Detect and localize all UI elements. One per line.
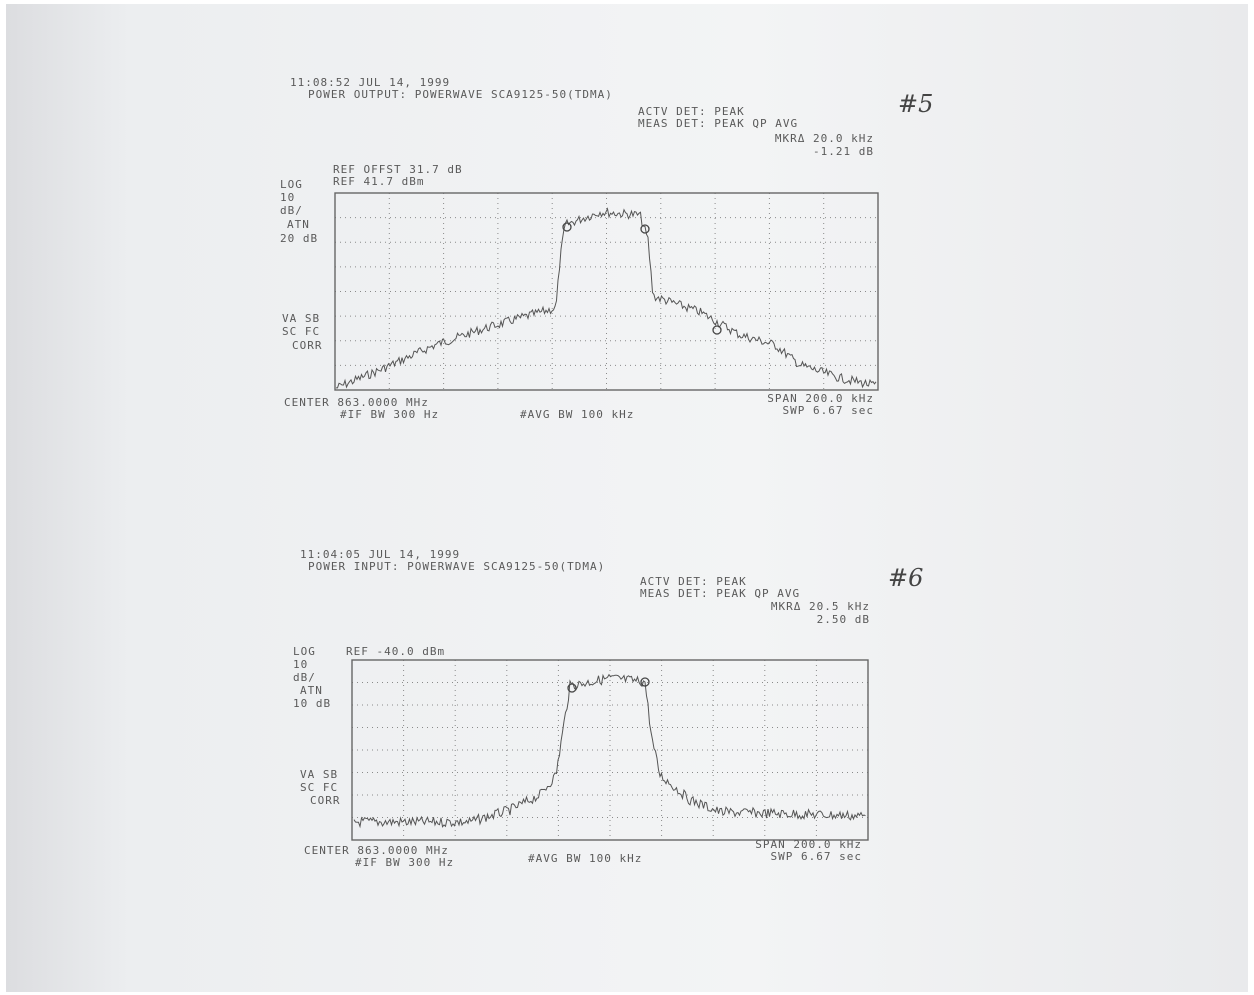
paper	[6, 4, 1248, 992]
ref-level: REF -40.0 dBm	[346, 645, 445, 658]
corr-label: VA SB	[300, 768, 338, 781]
if-bw: #IF BW 300 Hz	[340, 408, 439, 421]
scale-label: LOG	[280, 178, 303, 191]
ref-level: REF 41.7 dBm	[333, 175, 424, 188]
corr-label: SC FC	[282, 325, 320, 338]
note: #5	[898, 90, 933, 118]
scale-label: dB/	[280, 204, 303, 217]
marker-delta: MKRΔ 20.0 kHz	[775, 132, 874, 145]
scale-label: ATN	[287, 218, 310, 231]
scale-label: 10	[293, 658, 308, 671]
scale-label: dB/	[293, 671, 316, 684]
page: 11:08:52 JUL 14, 1999 POWER OUTPUT: POWE…	[0, 0, 1254, 995]
plot-title: POWER INPUT: POWERWAVE SCA9125-50(TDMA)	[308, 560, 605, 573]
meas-det: MEAS DET: PEAK QP AVG	[638, 117, 798, 130]
marker-level: 2.50 dB	[817, 613, 870, 626]
corr-label: SC FC	[300, 781, 338, 794]
meas-det: MEAS DET: PEAK QP AVG	[640, 587, 800, 600]
note: #6	[888, 564, 923, 592]
if-bw: #IF BW 300 Hz	[355, 856, 454, 869]
marker-level: -1.21 dB	[813, 145, 874, 158]
marker-delta: MKRΔ 20.5 kHz	[771, 600, 870, 613]
corr-label: CORR	[310, 794, 341, 807]
scale-label: 10 dB	[293, 697, 331, 710]
scale-label: 10	[280, 191, 295, 204]
plot-title: POWER OUTPUT: POWERWAVE SCA9125-50(TDMA)	[308, 88, 613, 101]
scale-label: 20 dB	[280, 232, 318, 245]
avg-bw: #AVG BW 100 kHz	[528, 852, 642, 865]
sweep: SWP 6.67 sec	[771, 850, 862, 863]
corr-label: VA SB	[282, 312, 320, 325]
scale-label: ATN	[300, 684, 323, 697]
corr-label: CORR	[292, 339, 323, 352]
avg-bw: #AVG BW 100 kHz	[520, 408, 634, 421]
scale-label: LOG	[293, 645, 316, 658]
sweep: SWP 6.67 sec	[783, 404, 874, 417]
